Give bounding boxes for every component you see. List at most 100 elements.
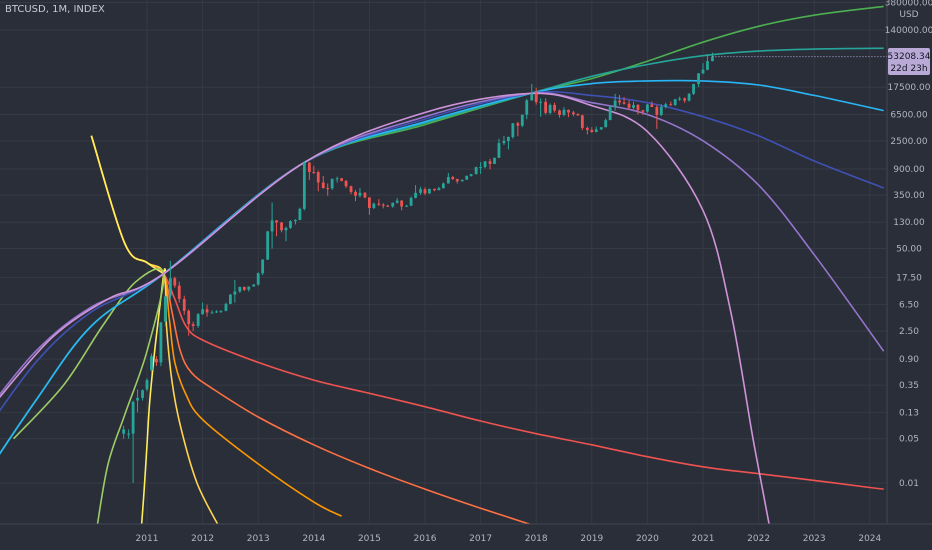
candle[interactable] — [613, 93, 617, 111]
candle[interactable] — [163, 295, 167, 326]
candle[interactable] — [520, 114, 524, 128]
candle[interactable] — [664, 102, 668, 109]
candle[interactable] — [516, 121, 520, 137]
candle[interactable] — [298, 207, 302, 221]
candle[interactable] — [127, 429, 131, 439]
candle[interactable] — [590, 127, 594, 133]
candle[interactable] — [368, 197, 371, 215]
candle[interactable] — [479, 162, 482, 174]
candle[interactable] — [136, 389, 139, 413]
candle[interactable] — [312, 166, 316, 174]
candle[interactable] — [340, 177, 343, 182]
candle[interactable] — [539, 98, 543, 117]
candle[interactable] — [201, 302, 204, 315]
candle[interactable] — [493, 157, 496, 165]
candle[interactable] — [534, 87, 538, 105]
candle[interactable] — [511, 123, 515, 139]
candle[interactable] — [381, 203, 385, 209]
candle[interactable] — [414, 185, 417, 199]
candle[interactable] — [594, 126, 598, 133]
candle[interactable] — [224, 302, 228, 312]
candle[interactable] — [242, 286, 246, 291]
candle[interactable] — [627, 100, 631, 110]
candle[interactable] — [618, 95, 621, 106]
candle[interactable] — [280, 222, 283, 233]
candle[interactable] — [321, 175, 325, 189]
candle[interactable] — [358, 188, 362, 198]
candle[interactable] — [669, 101, 673, 106]
candle[interactable] — [474, 166, 478, 175]
candle[interactable] — [687, 93, 691, 102]
candle[interactable] — [150, 353, 153, 373]
candle[interactable] — [215, 310, 218, 314]
candle[interactable] — [349, 185, 353, 195]
candle[interactable] — [275, 220, 278, 237]
candle[interactable] — [544, 98, 548, 115]
candle[interactable] — [701, 63, 705, 75]
candle[interactable] — [326, 183, 330, 196]
candle[interactable] — [210, 310, 214, 314]
candle[interactable] — [131, 400, 135, 483]
candle[interactable] — [145, 378, 149, 392]
candle[interactable] — [266, 230, 270, 260]
candle[interactable] — [155, 356, 158, 367]
candle[interactable] — [307, 161, 311, 181]
candle[interactable] — [636, 104, 640, 115]
time-scale[interactable]: 2011 2012 2013 2014 2015 2016 2017 2018 2019 2020… — [136, 534, 882, 544]
candle[interactable] — [400, 200, 404, 211]
candle[interactable] — [191, 321, 195, 331]
candle[interactable] — [428, 188, 431, 194]
candle[interactable] — [548, 103, 552, 115]
candle[interactable] — [608, 105, 612, 121]
candles[interactable] — [122, 52, 714, 483]
candle[interactable] — [576, 113, 580, 116]
candle[interactable] — [604, 118, 608, 128]
candle[interactable] — [553, 102, 556, 113]
candle[interactable] — [256, 272, 260, 286]
candle[interactable] — [177, 281, 181, 303]
candle[interactable] — [284, 226, 288, 242]
candle[interactable] — [294, 219, 297, 225]
candle[interactable] — [335, 176, 339, 183]
candle[interactable] — [469, 173, 473, 177]
candle[interactable] — [585, 126, 589, 135]
candle[interactable] — [460, 179, 464, 182]
candle[interactable] — [530, 83, 534, 101]
candle[interactable] — [483, 161, 487, 169]
candle[interactable] — [646, 103, 649, 113]
candle[interactable] — [289, 220, 292, 229]
candle[interactable] — [441, 182, 445, 189]
candle[interactable] — [697, 73, 700, 88]
candle[interactable] — [219, 310, 223, 314]
candle[interactable] — [330, 178, 334, 190]
candle[interactable] — [692, 83, 695, 96]
candle[interactable] — [168, 260, 172, 299]
candle[interactable] — [650, 101, 654, 108]
candle[interactable] — [525, 98, 529, 120]
candle[interactable] — [261, 259, 265, 276]
candle[interactable] — [655, 104, 659, 129]
candle[interactable] — [641, 109, 645, 115]
candle[interactable] — [622, 96, 626, 105]
candle[interactable] — [562, 107, 566, 117]
candle[interactable] — [451, 175, 455, 181]
candle[interactable] — [599, 127, 603, 131]
candle[interactable] — [141, 389, 144, 401]
candle[interactable] — [122, 425, 126, 439]
candle[interactable] — [205, 304, 209, 317]
candle[interactable] — [706, 54, 709, 71]
candle[interactable] — [683, 97, 687, 103]
candle[interactable] — [433, 188, 436, 192]
candle[interactable] — [238, 286, 242, 293]
price-scale[interactable]: 380000.00 140000.00 17500.00 6500.00 2500.00… — [885, 0, 932, 489]
candle[interactable] — [196, 313, 200, 328]
candle[interactable] — [446, 172, 450, 184]
candle[interactable] — [437, 186, 441, 191]
candle[interactable] — [344, 180, 348, 189]
candle[interactable] — [659, 104, 663, 117]
candle[interactable] — [567, 109, 570, 118]
candle[interactable] — [673, 99, 677, 106]
candle[interactable] — [302, 161, 306, 211]
candle[interactable] — [363, 191, 367, 199]
candle[interactable] — [488, 158, 492, 170]
